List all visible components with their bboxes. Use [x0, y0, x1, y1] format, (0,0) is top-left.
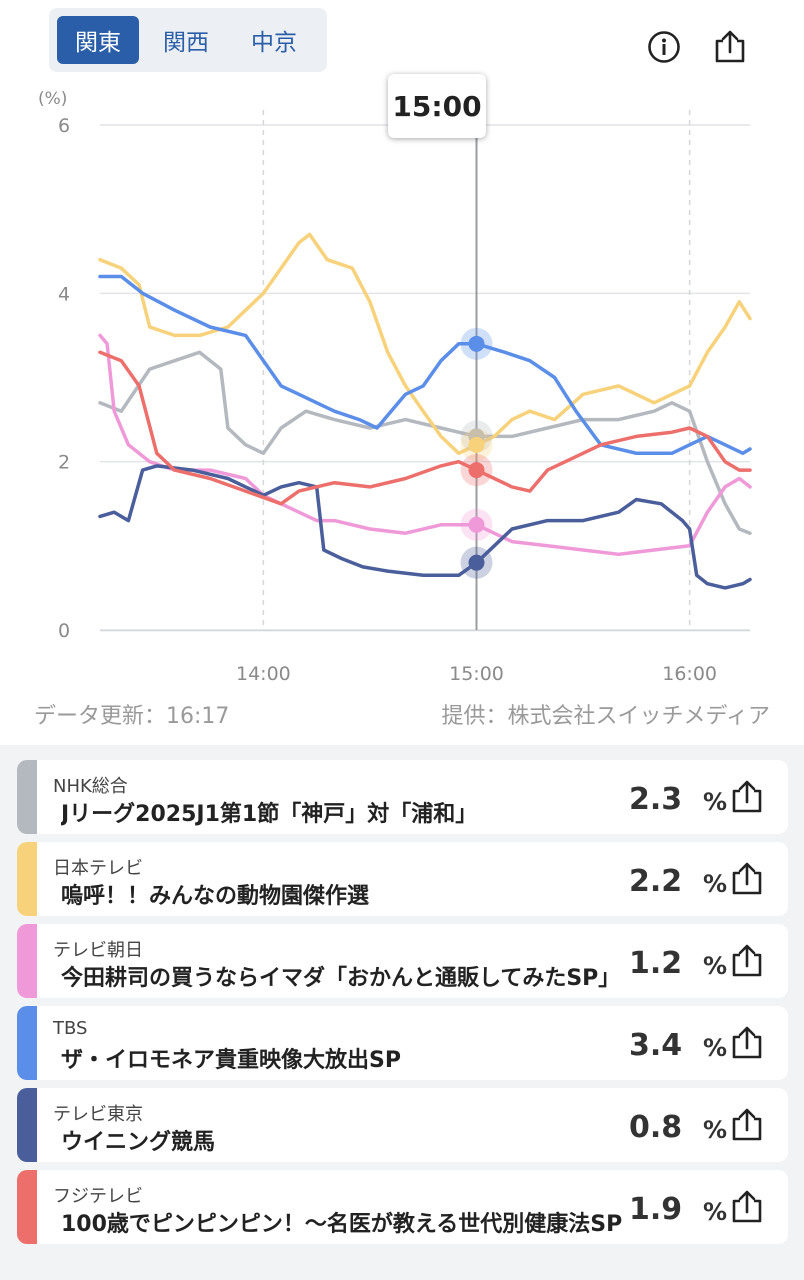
time-tooltip: 15:00	[388, 74, 486, 138]
series-line-1	[98, 232, 752, 456]
channel-card-nhk[interactable]: NHK総合 Jリーグ2025J1第1節「神戸」対「浦和」 2.3 %	[17, 760, 788, 834]
rating-unit: %	[703, 1034, 728, 1062]
station-name: フジテレビ	[53, 1186, 143, 1207]
channel-color-bar	[17, 842, 37, 916]
station-name: テレビ東京	[53, 1104, 143, 1125]
rating-unit: %	[703, 870, 728, 898]
rating-value: 2.2	[629, 864, 683, 899]
cursor-marker	[468, 462, 485, 479]
channel-color-bar	[17, 1006, 37, 1080]
series-line-0	[98, 350, 752, 535]
station-name: TBS	[53, 1018, 88, 1039]
tab-kanto[interactable]: 関東	[57, 16, 139, 64]
program-title: ウイニング競馬	[61, 1130, 216, 1155]
series-line-3	[98, 274, 752, 456]
share-icon[interactable]	[729, 778, 765, 816]
program-title: Jリーグ2025J1第1節「神戸」対「浦和」	[61, 802, 478, 827]
channel-card-fuji[interactable]: フジテレビ 100歳でピンピンピン！～名医が教える世代別健康法SP 1.9 %	[17, 1170, 788, 1244]
rating-value: 0.8	[629, 1110, 683, 1145]
rating-value: 3.4	[629, 1028, 683, 1063]
rating-value: 2.3	[629, 782, 683, 817]
channel-color-bar	[17, 924, 37, 998]
cursor-marker	[468, 516, 485, 533]
cursor-marker	[468, 335, 485, 352]
share-icon[interactable]	[729, 942, 765, 980]
rating-unit: %	[703, 788, 728, 816]
cursor-marker	[468, 554, 485, 571]
station-name: 日本テレビ	[53, 858, 143, 879]
station-name: NHK総合	[53, 776, 128, 797]
program-title: 嗚呼！！みんなの動物園傑作選	[61, 884, 370, 909]
region-tab-group: 関東 関西 中京	[49, 8, 327, 72]
channel-card-tv-tokyo[interactable]: テレビ東京 ウイニング競馬 0.8 %	[17, 1088, 788, 1162]
channel-card-ntv[interactable]: 日本テレビ 嗚呼！！みんなの動物園傑作選 2.2 %	[17, 842, 788, 916]
line-chart: 0 2 4 6 (%) 14:00 15:00 16:00	[38, 89, 752, 685]
station-name: テレビ朝日	[53, 940, 143, 961]
program-title: ザ・イロモネア貴重映像大放出SP	[61, 1048, 401, 1073]
rating-chart: 0 2 4 6 (%) 14:00 15:00 16:00	[0, 70, 804, 700]
x-tick-label: 16:00	[662, 663, 717, 685]
cursor-marker	[468, 436, 485, 453]
info-icon[interactable]	[645, 28, 683, 66]
rating-unit: %	[703, 1116, 728, 1144]
program-title: 今田耕司の買うならイマダ「おかんと通販してみたSP」	[61, 966, 621, 991]
channel-color-bar	[17, 760, 37, 834]
channel-card-tbs[interactable]: TBS ザ・イロモネア貴重映像大放出SP 3.4 %	[17, 1006, 788, 1080]
x-tick-label: 15:00	[449, 663, 504, 685]
tab-chukyo[interactable]: 中京	[251, 30, 297, 56]
y-tick-label: 2	[58, 452, 70, 474]
y-tick-label: 6	[58, 115, 70, 137]
rating-value: 1.9	[629, 1192, 683, 1227]
rating-value: 1.2	[629, 946, 683, 981]
share-icon[interactable]	[729, 860, 765, 898]
share-icon[interactable]	[729, 1106, 765, 1144]
program-title: 100歳でピンピンピン！～名医が教える世代別健康法SP	[61, 1212, 623, 1237]
chart-panel: 関東 関西 中京 0 2 4 6 (%) 14:00 15:00 16:00 15:00 デー…	[0, 8, 804, 729]
series-line-4	[98, 464, 752, 590]
y-tick-label: 0	[58, 620, 70, 642]
series-line-5	[98, 350, 752, 506]
data-updated-label: データ更新：16:17	[34, 704, 230, 729]
share-icon[interactable]	[729, 1024, 765, 1062]
share-icon[interactable]	[729, 1188, 765, 1226]
y-tick-label: 4	[58, 283, 70, 305]
x-tick-label: 14:00	[236, 663, 291, 685]
channel-card-tv-asahi[interactable]: テレビ朝日 今田耕司の買うならイマダ「おかんと通販してみたSP」 1.2 %	[17, 924, 788, 998]
share-icon[interactable]	[711, 28, 749, 66]
channel-color-bar	[17, 1170, 37, 1244]
tab-kansai[interactable]: 関西	[163, 30, 209, 56]
channel-color-bar	[17, 1088, 37, 1162]
series-line-2	[98, 333, 752, 557]
y-axis-unit: (%)	[38, 89, 67, 109]
rating-unit: %	[703, 952, 728, 980]
rating-unit: %	[703, 1198, 728, 1226]
provider-label: 提供：株式会社スイッチメディア	[441, 704, 770, 729]
channel-list: NHK総合 Jリーグ2025J1第1節「神戸」対「浦和」 2.3 % 日本テレビ…	[0, 745, 804, 1280]
